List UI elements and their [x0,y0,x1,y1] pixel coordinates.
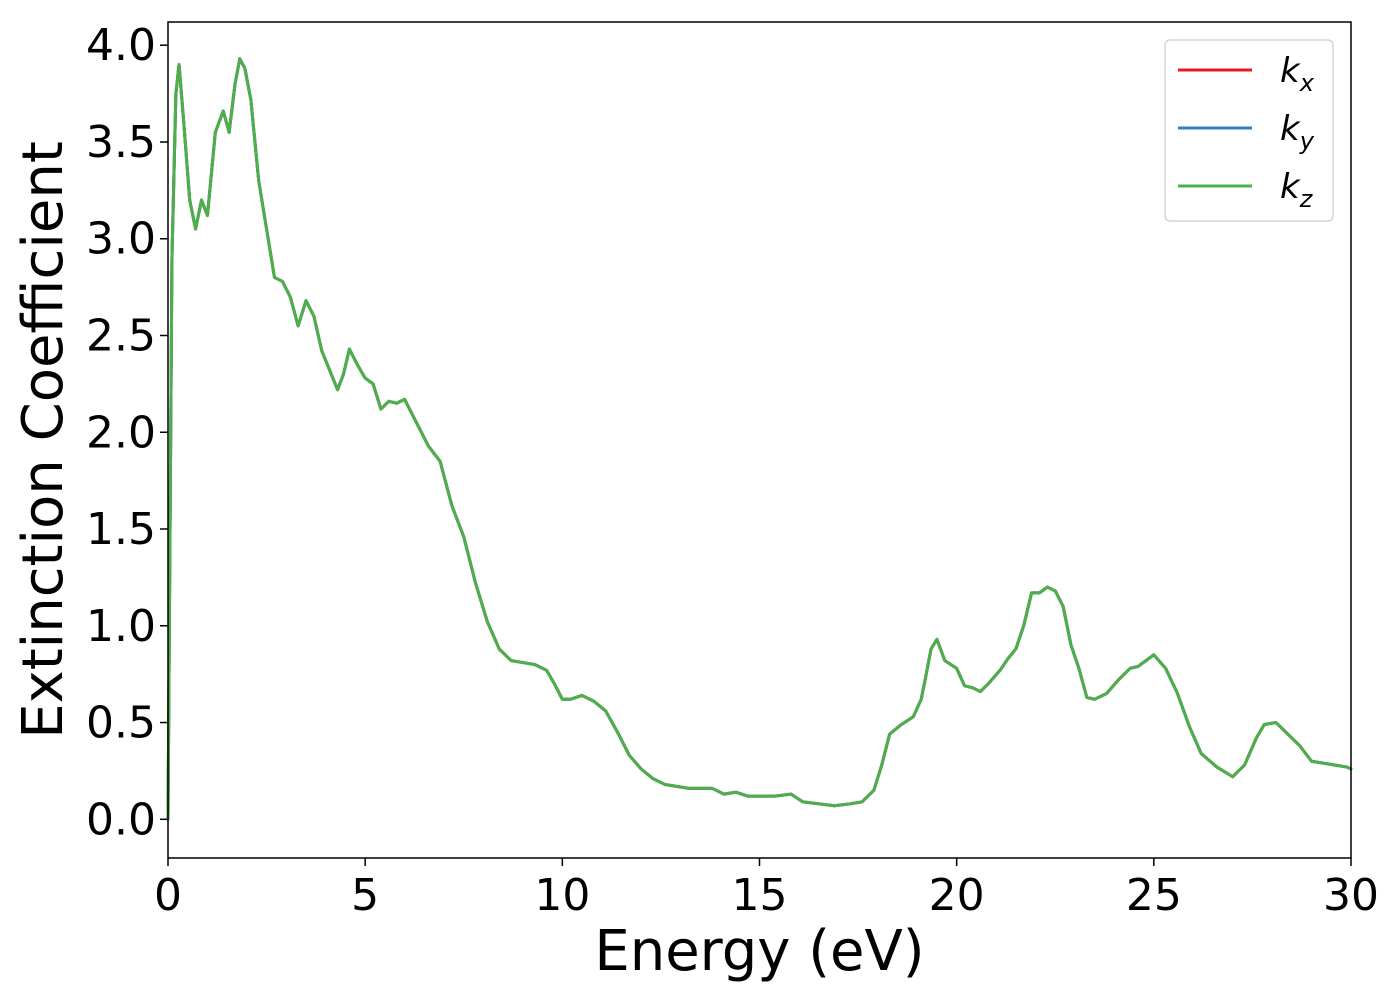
legend-label-y: ky [1280,109,1315,155]
x-tick-label: 25 [1126,870,1182,921]
y-tick-label: 1.0 [86,601,156,652]
legend-items: kx ky kz [1178,51,1315,213]
y-tick-label: 0.5 [86,698,156,749]
y-tick-label: 4.0 [86,20,156,71]
y-tick-label: 1.5 [86,504,156,555]
x-tick-label: 10 [534,870,590,921]
series-layer [166,57,1353,821]
y-tick-label: 0.0 [86,794,156,845]
y-tick-label: 2.5 [86,311,156,362]
y-axis-title: Extinction Coefficient [11,141,76,739]
legend-label-x: kx [1280,51,1315,97]
series-line-z [166,57,1353,821]
x-tick-label: 15 [732,870,788,921]
legend-box [1164,39,1334,222]
x-axis-title: Energy (eV) [594,919,924,984]
x-tick-label: 20 [929,870,985,921]
y-axis-ticks: 0.0 0.5 1.0 1.5 2.0 2.5 3.0 3.5 4.0 [86,20,168,845]
legend-label-z: kz [1280,167,1314,213]
x-tick-label: 5 [351,870,379,921]
x-tick-label: 30 [1323,870,1379,921]
x-tick-label: 0 [154,870,182,921]
x-axis-ticks: 0 5 10 15 20 25 30 [154,858,1379,921]
legend: kx ky kz [1164,39,1334,222]
y-tick-label: 3.5 [86,117,156,168]
y-tick-label: 3.0 [86,214,156,265]
y-tick-label: 2.0 [86,407,156,458]
